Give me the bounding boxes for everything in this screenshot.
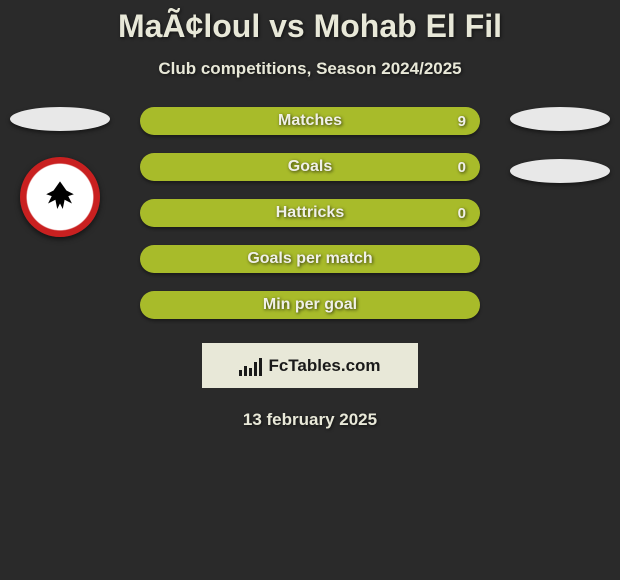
page-title: MaÃ¢loul vs Mohab El Fil [0,0,620,45]
stat-label: Hattricks [276,204,344,222]
brand-text: FcTables.com [268,356,380,376]
stat-row-goals: Goals 0 [140,153,480,181]
stat-label: Goals [288,158,332,176]
chart-bars-icon [239,356,262,376]
eagle-icon [37,174,83,220]
date-text: 13 february 2025 [0,410,620,430]
stat-row-hattricks: Hattricks 0 [140,199,480,227]
stat-label: Goals per match [247,250,372,268]
club-badge [20,157,100,237]
player-avatar-placeholder-right-2 [510,159,610,183]
page-subtitle: Club competitions, Season 2024/2025 [0,59,620,79]
stat-row-matches: Matches 9 [140,107,480,135]
stat-value: 9 [458,113,466,130]
stat-value: 0 [458,159,466,176]
player-avatar-placeholder-right-1 [510,107,610,131]
comparison-area: Matches 9 Goals 0 Hattricks 0 Goals per … [0,107,620,319]
stat-value: 0 [458,205,466,222]
player-avatar-placeholder-left [10,107,110,131]
stat-row-goals-per-match: Goals per match [140,245,480,273]
stat-row-min-per-goal: Min per goal [140,291,480,319]
stat-label: Min per goal [263,296,357,314]
stat-label: Matches [278,112,342,130]
brand-box: FcTables.com [202,343,418,388]
